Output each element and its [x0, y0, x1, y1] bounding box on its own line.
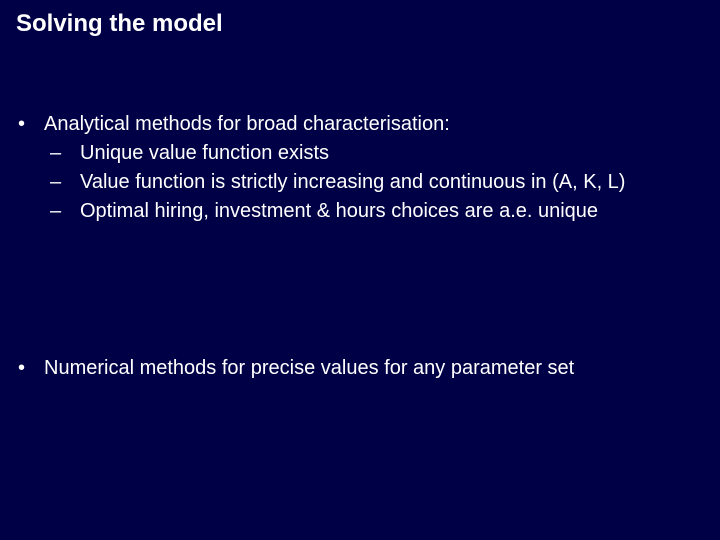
bullet-marker: •	[16, 110, 44, 139]
bullet-item: • Numerical methods for precise values f…	[16, 354, 700, 383]
bullet-marker: •	[16, 354, 44, 383]
dash-marker: –	[50, 168, 80, 197]
sub-bullet-item: – Value function is strictly increasing …	[16, 168, 700, 197]
sub-bullet-text: Value function is strictly increasing an…	[80, 168, 700, 197]
slide-body: • Analytical methods for broad character…	[16, 110, 700, 383]
slide-title: Solving the model	[16, 10, 223, 38]
slide: Solving the model • Analytical methods f…	[0, 0, 720, 540]
bullet-text: Numerical methods for precise values for…	[44, 354, 700, 383]
bullet-text: Analytical methods for broad characteris…	[44, 110, 700, 139]
dash-marker: –	[50, 139, 80, 168]
sub-bullet-item: – Optimal hiring, investment & hours cho…	[16, 197, 700, 226]
bullet-item: • Analytical methods for broad character…	[16, 110, 700, 139]
sub-bullet-text: Optimal hiring, investment & hours choic…	[80, 197, 700, 226]
dash-marker: –	[50, 197, 80, 226]
sub-bullet-text: Unique value function exists	[80, 139, 700, 168]
sub-bullet-item: – Unique value function exists	[16, 139, 700, 168]
